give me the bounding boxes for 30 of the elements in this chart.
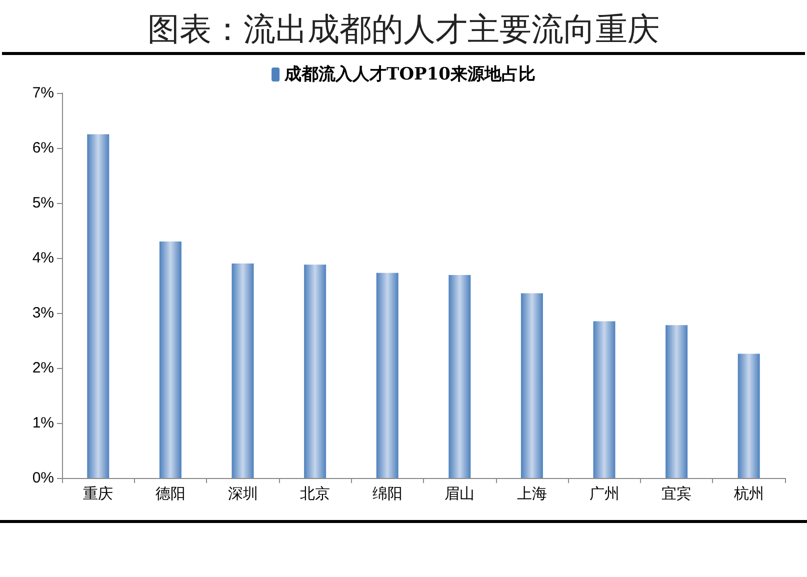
x-tick-label: 眉山	[444, 484, 475, 502]
x-tick-label: 上海	[516, 484, 547, 502]
x-tick-label: 深圳	[228, 484, 258, 502]
x-tick-label: 绵阳	[372, 484, 402, 502]
y-tick-label: 2%	[32, 360, 54, 376]
x-tick-label: 宜宾	[662, 484, 692, 502]
y-tick-label: 1%	[32, 414, 54, 432]
bar	[666, 325, 688, 478]
chart-title: 图表：流出成都的人才主要流向重庆	[2, 0, 805, 55]
bar	[159, 242, 182, 478]
bar	[448, 275, 471, 478]
y-tick-label: 4%	[32, 250, 54, 266]
bar	[87, 134, 110, 478]
x-tick-label: 杭州	[732, 484, 764, 502]
y-tick-label: 0%	[32, 470, 54, 486]
x-tick-label: 广州	[589, 484, 620, 502]
x-tick-label: 重庆	[83, 484, 114, 502]
y-tick-label: 5%	[32, 194, 54, 212]
y-tick-label: 7%	[32, 84, 54, 102]
bar	[376, 272, 398, 478]
y-tick-label: 6%	[32, 140, 54, 156]
x-tick-label: 北京	[300, 484, 330, 502]
bar	[232, 264, 254, 478]
y-tick-label: 3%	[32, 304, 54, 322]
x-tick-label: 德阳	[155, 484, 186, 502]
bar	[593, 321, 616, 478]
bar	[304, 264, 326, 478]
bar	[738, 354, 760, 478]
bar	[520, 293, 543, 478]
legend-label: 成都流入人才TOP10来源地占比	[284, 64, 536, 84]
